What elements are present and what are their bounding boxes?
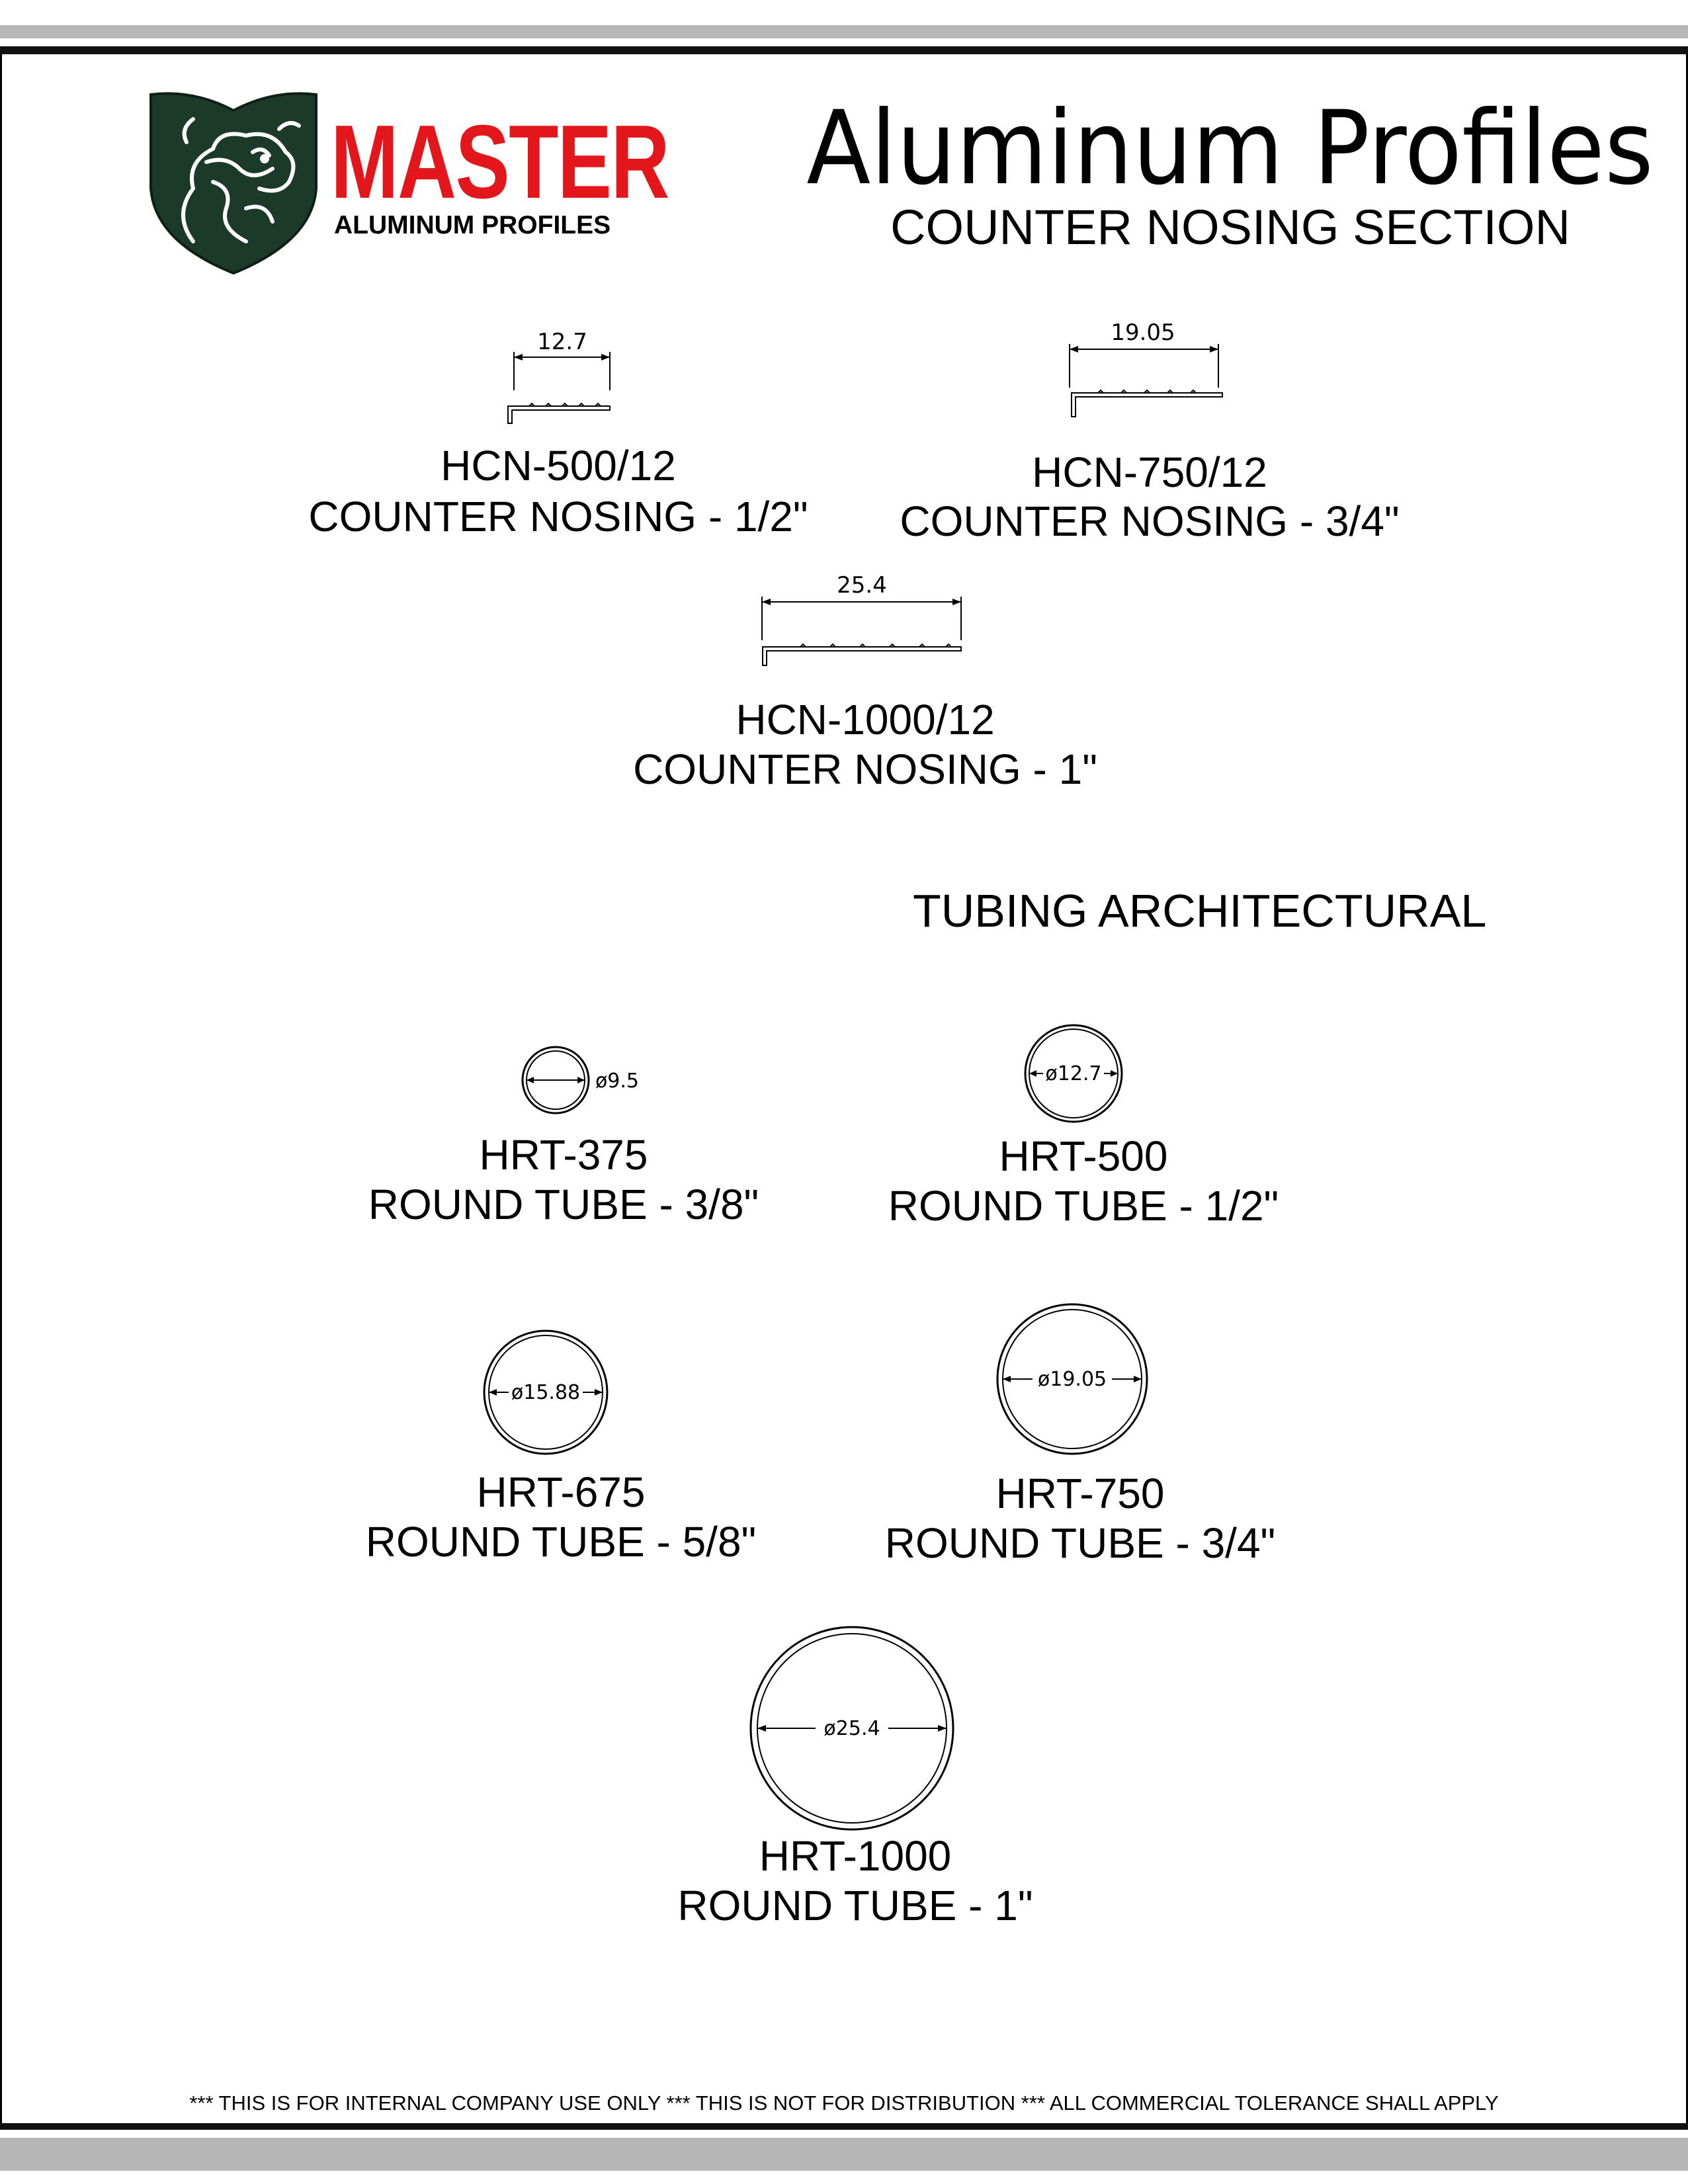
page-subtitle: COUNTER NOSING SECTION	[890, 200, 1570, 255]
product-code: HCN-1000/12	[736, 696, 995, 743]
tube-drawing-hrt-500: ø12.7	[1024, 1024, 1123, 1123]
dimension-text: ø9.5	[595, 1070, 639, 1093]
footer-notice: *** THIS IS FOR INTERNAL COMPANY USE ONL…	[189, 2091, 1499, 2115]
top-black-rule	[0, 46, 1688, 54]
section-title: TUBING ARCHITECTURAL	[913, 885, 1487, 937]
product-code: HCN-750/12	[1032, 448, 1267, 496]
product-code: HRT-375	[479, 1131, 648, 1179]
dimension-text: ø25.4	[823, 1717, 880, 1740]
top-gray-rule	[0, 25, 1688, 38]
product-description: ROUND TUBE - 3/4"	[884, 1519, 1276, 1567]
tube-drawing-hrt-375: ø9.5	[521, 1046, 639, 1114]
product-code: HRT-1000	[759, 1832, 952, 1880]
product-code: HRT-750	[995, 1470, 1165, 1517]
bottom-black-rule	[0, 2123, 1688, 2130]
brand-tagline: ALUMINUM PROFILES	[334, 211, 611, 239]
page-title: Aluminum Profiles	[806, 89, 1654, 208]
product-code: HRT-500	[999, 1132, 1168, 1180]
nosing-drawing-hcn-750: 19.05	[1069, 319, 1223, 417]
brand-name: MASTER	[331, 104, 670, 220]
dimension-text: 12.7	[537, 329, 587, 355]
product-description: ROUND TUBE - 1/2"	[888, 1182, 1279, 1230]
nosing-drawing-hcn-1000: 25.4	[761, 572, 962, 666]
product-description: COUNTER NOSING - 1/2"	[308, 493, 808, 540]
tube-drawing-hrt-750: ø19.05	[996, 1303, 1148, 1455]
product-description: ROUND TUBE - 3/8"	[368, 1181, 759, 1228]
product-description: ROUND TUBE - 1"	[677, 1882, 1033, 1929]
bottom-gray-rule	[0, 2138, 1688, 2171]
product-code: HCN-500/12	[441, 442, 676, 489]
dimension-text: ø19.05	[1038, 1368, 1107, 1391]
page-frame	[0, 53, 1688, 2123]
dimension-text: 25.4	[837, 572, 887, 599]
dimension-text: ø15.88	[511, 1381, 580, 1404]
tube-drawing-hrt-675: ø15.88	[483, 1329, 609, 1455]
tube-drawing-hrt-1000: ø25.4	[749, 1626, 954, 1831]
product-description: COUNTER NOSING - 1"	[633, 745, 1097, 793]
nosing-drawing-hcn-500: 12.7	[507, 329, 611, 424]
dimension-text: 19.05	[1111, 319, 1175, 346]
product-code: HRT-675	[476, 1468, 646, 1516]
dragon-shield-logo	[149, 92, 317, 274]
product-description: COUNTER NOSING - 3/4"	[900, 497, 1400, 545]
dimension-text: ø12.7	[1045, 1062, 1101, 1085]
product-description: ROUND TUBE - 5/8"	[365, 1518, 757, 1566]
